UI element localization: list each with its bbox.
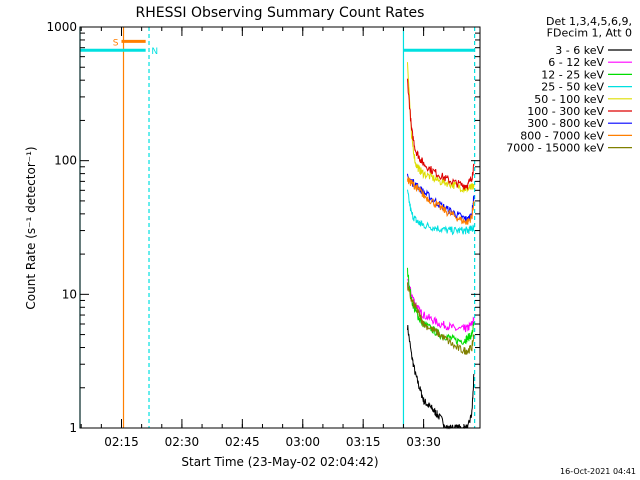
flag-label-0: S xyxy=(113,38,119,48)
legend-label-2: 12 - 25 keV xyxy=(541,68,604,81)
legend-label-4: 50 - 100 keV xyxy=(534,93,604,106)
series-line-1 xyxy=(407,278,475,333)
series-line-7 xyxy=(407,176,475,225)
x-tick-label: 03:00 xyxy=(285,435,320,449)
legend-label-7: 800 - 7000 keV xyxy=(520,129,604,142)
legend-label-3: 25 - 50 keV xyxy=(541,81,604,94)
chart-title: RHESSI Observing Summary Count Rates xyxy=(136,5,425,21)
legend-header-line: Det 1,3,4,5,6,9, xyxy=(546,15,632,28)
legend-header-line: FDecim 1, Att 0 xyxy=(547,27,632,40)
legend-label-8: 7000 - 15000 keV xyxy=(506,142,604,155)
series-line-3 xyxy=(407,189,475,236)
x-axis-label: Start Time (23-May-02 02:04:42) xyxy=(181,455,378,469)
y-tick-label: 1 xyxy=(69,421,77,435)
legend-label-1: 6 - 12 keV xyxy=(548,56,604,69)
timestamp: 16-Oct-2021 04:41 xyxy=(560,467,636,476)
legend-label-6: 300 - 800 keV xyxy=(527,117,604,130)
y-tick-label: 1000 xyxy=(46,20,77,34)
series-line-5 xyxy=(407,78,475,191)
series-line-6 xyxy=(407,173,475,223)
x-tick-label: 03:15 xyxy=(346,435,381,449)
x-tick-label: 03:30 xyxy=(406,435,441,449)
x-tick-label: 02:45 xyxy=(225,435,260,449)
flag-label-1: N xyxy=(151,47,158,57)
x-tick-label: 02:30 xyxy=(165,435,200,449)
y-tick-label: 10 xyxy=(62,287,77,301)
series-line-4 xyxy=(407,62,475,194)
plot-frame xyxy=(79,26,481,429)
x-tick-label: 02:15 xyxy=(104,435,139,449)
legend-label-0: 3 - 6 keV xyxy=(555,44,604,57)
series-line-0 xyxy=(407,324,475,430)
y-axis-label: Count Rate (s⁻¹ detector⁻¹) xyxy=(24,146,38,309)
y-tick-label: 100 xyxy=(54,154,77,168)
plot-area: S N 1 10 100 1000 02:15 02:30 02:45 03:00 03:15 03:… xyxy=(46,20,481,449)
legend-label-5: 100 - 300 keV xyxy=(527,105,604,118)
legend: Det 1,3,4,5,6,9,FDecim 1, Att 0 3 - 6 keV… xyxy=(506,15,632,155)
series-line-8 xyxy=(407,282,475,355)
